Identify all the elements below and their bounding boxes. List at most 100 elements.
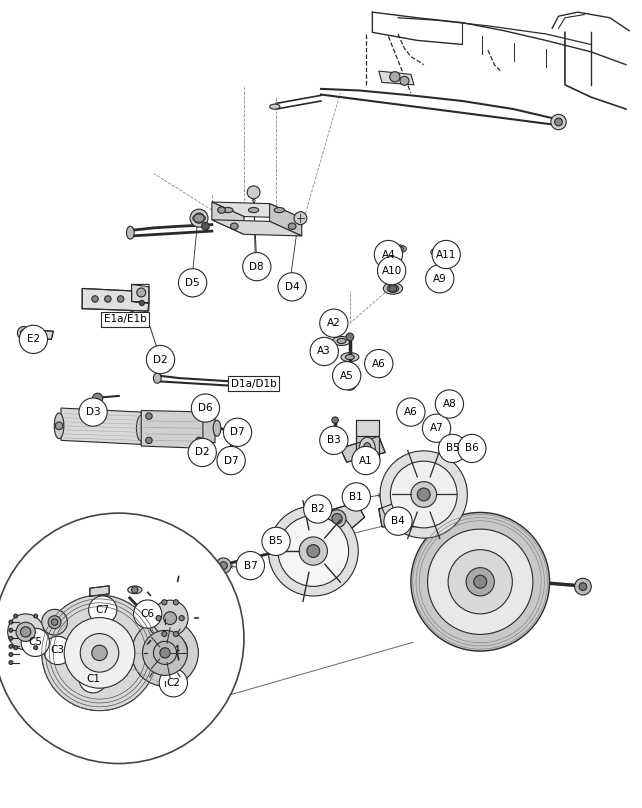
Circle shape xyxy=(21,330,27,336)
Circle shape xyxy=(400,76,409,86)
Circle shape xyxy=(159,669,187,696)
Circle shape xyxy=(117,296,124,302)
Polygon shape xyxy=(340,436,385,462)
Circle shape xyxy=(79,398,107,426)
Circle shape xyxy=(0,513,244,764)
Circle shape xyxy=(13,614,17,618)
Circle shape xyxy=(34,646,38,650)
Circle shape xyxy=(272,534,283,545)
Polygon shape xyxy=(315,503,365,532)
Circle shape xyxy=(426,265,454,292)
Circle shape xyxy=(448,549,512,614)
Circle shape xyxy=(179,616,184,621)
Circle shape xyxy=(196,413,202,419)
Circle shape xyxy=(307,545,320,558)
Polygon shape xyxy=(270,204,302,236)
Circle shape xyxy=(332,417,338,423)
Polygon shape xyxy=(90,586,109,596)
Circle shape xyxy=(42,609,67,635)
Text: A1: A1 xyxy=(359,456,373,465)
Text: C1: C1 xyxy=(86,674,100,684)
Circle shape xyxy=(143,630,187,675)
Circle shape xyxy=(134,600,162,628)
Circle shape xyxy=(458,435,486,462)
Circle shape xyxy=(474,575,487,588)
Text: A7: A7 xyxy=(429,423,444,433)
Circle shape xyxy=(92,645,107,661)
Circle shape xyxy=(13,646,17,650)
Circle shape xyxy=(17,326,30,339)
Text: B1: B1 xyxy=(349,492,363,502)
Ellipse shape xyxy=(363,443,371,454)
Circle shape xyxy=(330,437,340,447)
Circle shape xyxy=(262,528,290,555)
Text: A6: A6 xyxy=(404,407,418,417)
Ellipse shape xyxy=(395,246,404,251)
Polygon shape xyxy=(132,284,149,303)
Ellipse shape xyxy=(387,267,394,270)
Ellipse shape xyxy=(128,586,142,594)
Polygon shape xyxy=(141,410,209,448)
Polygon shape xyxy=(212,202,302,218)
Circle shape xyxy=(377,359,387,368)
Circle shape xyxy=(9,629,13,632)
Circle shape xyxy=(551,114,566,130)
Text: D4: D4 xyxy=(285,282,299,292)
Circle shape xyxy=(220,562,227,570)
Ellipse shape xyxy=(218,207,225,213)
Circle shape xyxy=(173,600,178,605)
Circle shape xyxy=(352,447,380,474)
Circle shape xyxy=(162,631,167,637)
Text: A2: A2 xyxy=(327,318,341,328)
Circle shape xyxy=(411,482,437,507)
Ellipse shape xyxy=(426,271,447,281)
Circle shape xyxy=(390,72,400,82)
Text: C4: C4 xyxy=(166,646,180,655)
Text: A4: A4 xyxy=(381,250,395,259)
Circle shape xyxy=(433,272,440,280)
Text: A11: A11 xyxy=(436,250,456,259)
Circle shape xyxy=(8,614,44,650)
Text: C2: C2 xyxy=(166,678,180,688)
Circle shape xyxy=(21,627,31,637)
Text: C6: C6 xyxy=(141,609,155,619)
Text: A9: A9 xyxy=(433,274,447,284)
Circle shape xyxy=(243,253,271,280)
Text: A8: A8 xyxy=(442,399,456,409)
Circle shape xyxy=(555,118,562,126)
Ellipse shape xyxy=(248,208,259,213)
Text: D3: D3 xyxy=(86,407,100,417)
Circle shape xyxy=(389,284,397,292)
Ellipse shape xyxy=(137,415,146,441)
Circle shape xyxy=(48,616,61,629)
Ellipse shape xyxy=(341,352,359,362)
Circle shape xyxy=(202,222,209,230)
Circle shape xyxy=(132,620,198,686)
Circle shape xyxy=(190,209,208,227)
Circle shape xyxy=(446,403,455,413)
Circle shape xyxy=(160,648,170,658)
Ellipse shape xyxy=(288,223,296,229)
Ellipse shape xyxy=(392,245,406,253)
Circle shape xyxy=(310,338,338,365)
Circle shape xyxy=(21,629,49,656)
Circle shape xyxy=(432,241,460,268)
Polygon shape xyxy=(379,71,414,85)
Circle shape xyxy=(132,587,138,593)
Text: D2: D2 xyxy=(195,448,209,457)
Circle shape xyxy=(346,333,354,341)
Polygon shape xyxy=(212,202,244,234)
Circle shape xyxy=(406,410,413,417)
Text: D8: D8 xyxy=(250,262,264,271)
Circle shape xyxy=(232,431,240,439)
Circle shape xyxy=(9,661,13,664)
Circle shape xyxy=(217,447,245,474)
Circle shape xyxy=(146,346,175,373)
Circle shape xyxy=(417,488,430,501)
Ellipse shape xyxy=(126,226,134,239)
Text: B5: B5 xyxy=(269,537,283,546)
Ellipse shape xyxy=(333,336,351,346)
Circle shape xyxy=(216,558,231,574)
Circle shape xyxy=(227,457,235,465)
Circle shape xyxy=(379,364,385,371)
